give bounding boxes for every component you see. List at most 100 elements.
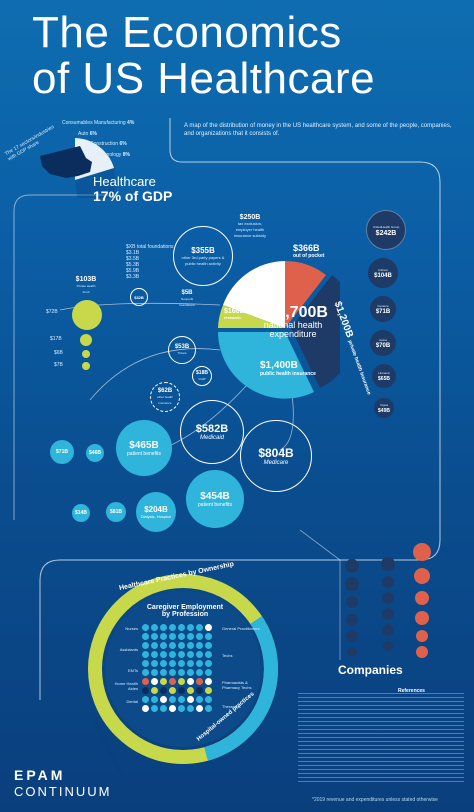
continuum-logo: CONTINUUM [14,784,112,799]
caregiver-dot [169,624,176,631]
caregiver-dot [169,633,176,640]
caregiver-dot [196,633,203,640]
page-title: The Economics of US Healthcare [32,8,376,103]
company-aetna: Aetna $70B [370,330,396,356]
company-centene: Centene $71B [370,296,396,322]
caregiver-dot [205,705,212,712]
bubble-6b-label: $6B [54,350,63,356]
caregiver-dot [169,660,176,667]
caregiver-dot [178,660,185,667]
caregiver-dot [160,669,167,676]
caregiver-title: Caregiver Employment by Profession [146,604,224,618]
bubble-53b: $53B Tricare [168,336,196,364]
company-humana: Humana $65B [372,364,396,388]
caregiver-dot [151,669,158,676]
company-logo-circles [345,543,431,658]
caregiver-dot [196,678,203,685]
bubble-71b: $71B [50,440,74,464]
gdp-pie-label-consumables: Consumables Manufacturing 4% [62,120,135,126]
caregiver-dot [151,678,158,685]
bubble-465b: $465B patient benefits [116,420,172,476]
caregiver-dot [160,651,167,658]
caregiver-dot [196,642,203,649]
gdp-pie [40,138,116,198]
caregiver-dot [178,669,185,676]
main-pie [218,261,340,399]
caregiver-dot [205,669,212,676]
slice-research: $168B research [224,308,245,320]
caregiver-dot [169,669,176,676]
caregiver-dot [196,705,203,712]
bubble-72b [72,300,102,330]
bubble-81b: $81B [106,502,126,522]
caregiver-dot [169,678,176,685]
caregiver-dot [160,633,167,640]
caregiver-dot [160,696,167,703]
bubble-32b: $32B [130,288,148,306]
bubble-62b: $62B other health insurance [150,382,180,412]
bubble-17b [80,334,92,346]
references: References [298,689,464,783]
footnote: *2019 revenue and expenditures unless st… [312,797,438,803]
company-cigna: Cigna $49B [374,398,394,418]
total-expenditure: ~$3,700B national health expenditure [258,304,328,339]
caregiver-dot [205,651,212,658]
caregiver-dot [187,696,194,703]
caregiver-dot [187,642,194,649]
caregiver-dot [142,651,149,658]
caregiver-dot [187,651,194,658]
bubble-17b-label: $17B [50,336,62,342]
caregiver-dot [196,660,203,667]
bubble-46b: $46B [86,444,104,462]
bubble-5b: $5B Nonprofit foundations [179,290,195,307]
bubble-medicaid: $582B Medicaid [180,400,244,464]
caregiver-dot [151,687,158,694]
caregiver-dot [151,660,158,667]
bubble-medicare: $804B Medicare [240,420,312,492]
caregiver-dot [187,687,194,694]
caregiver-dot [151,633,158,640]
caregiver-dot [178,642,185,649]
caregiver-dot [142,687,149,694]
caregiver-dot [205,633,212,640]
bubble-6b [82,350,90,358]
caregiver-dot [178,624,185,631]
subtitle: A map of the distribution of money in th… [184,123,452,137]
companies-title: Companies [338,663,403,677]
bubble-18b: $18B CHIP [192,366,212,386]
caregiver-dot [187,660,194,667]
caregiver-dot [142,705,149,712]
caregiver-dot [196,624,203,631]
professions-left: Nurses Assistants EMTs Home Health Aides… [114,626,138,704]
caregiver-dot [187,624,194,631]
epam-logo: EPAM [14,767,66,783]
foundations-legend: $XB total foundations $3.1B $3.5B $5.3B … [126,244,174,280]
caregiver-dot [196,696,203,703]
bubble-355b: $355B other 3rd party payers & public he… [173,226,233,286]
caregiver-dot [160,678,167,685]
gdp-pie-label-auto: Auto 6% [78,131,97,137]
caregiver-dot [205,624,212,631]
caregiver-dot [178,633,185,640]
bubble-204b: $204B Dialysis, Hospice [136,492,176,532]
caregiver-dot [196,651,203,658]
caregiver-dot [178,687,185,694]
caregiver-dot [142,678,149,685]
slice-oop: $366B out of pocket [293,243,325,259]
bubble-7b-label: $7B [54,362,63,368]
caregiver-dot [160,687,167,694]
caregiver-dot [160,642,167,649]
caregiver-dot [178,678,185,685]
company-unitedhealth: UnitedHealth Group $242B [366,210,406,250]
caregiver-dot [151,624,158,631]
caregiver-dot [169,687,176,694]
gdp-title: Healthcare 17% of GDP [93,174,173,204]
gdp-pie-label-technology: Technology 8% [96,152,130,158]
caregiver-dot [196,687,203,694]
caregiver-dot [169,651,176,658]
caregiver-dot [205,660,212,667]
bubble-7b [82,362,90,370]
caregiver-dot [187,678,194,685]
caregiver-dot [151,696,158,703]
